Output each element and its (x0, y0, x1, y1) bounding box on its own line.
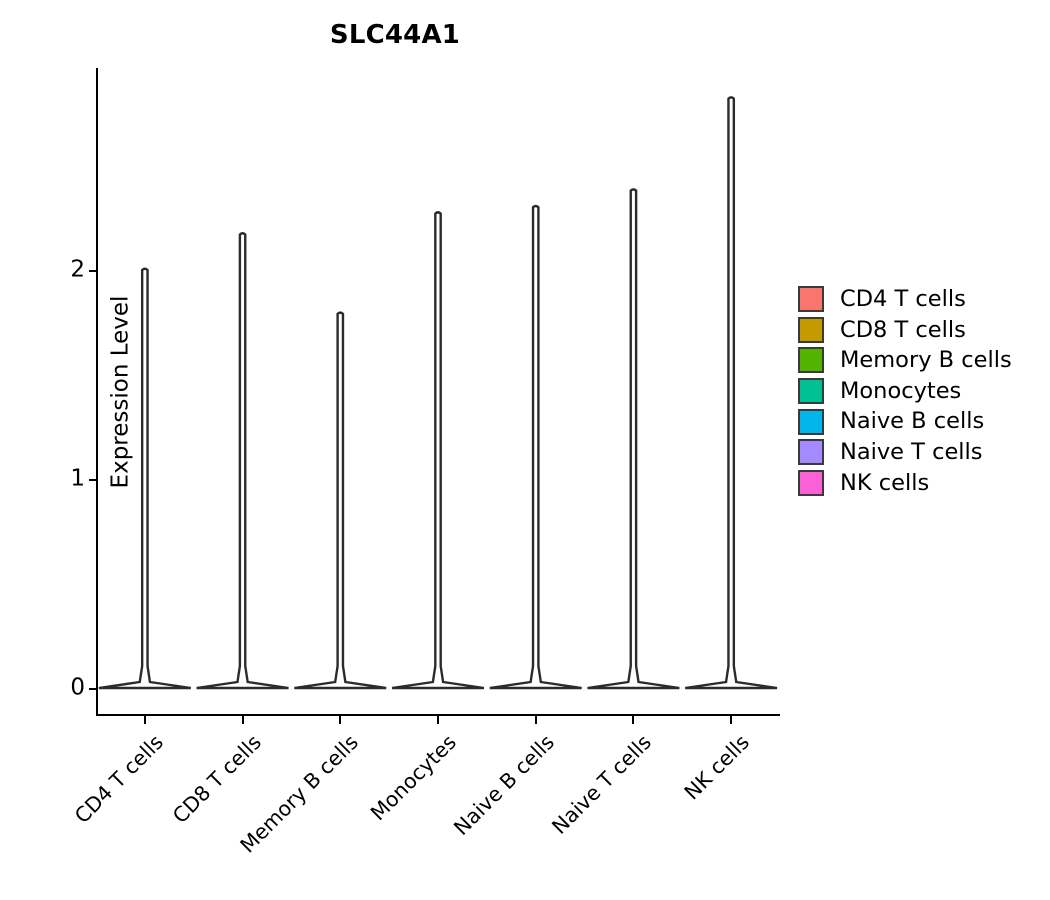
x-tick-mark (143, 716, 146, 724)
legend-label: Naive B cells (840, 408, 985, 435)
y-tick-mark (89, 688, 96, 690)
legend-swatch-icon (798, 439, 824, 466)
legend-item-monocytes[interactable]: Monocytes (798, 376, 1038, 407)
violin-cd4-t-cells (98, 267, 191, 690)
violin-naive-t-cells (587, 188, 680, 690)
violin-memory-b-cells (294, 311, 387, 690)
x-tick-mark (730, 716, 733, 724)
legend-swatch-icon (798, 286, 824, 313)
y-axis-line (96, 68, 98, 716)
violin-monocytes (391, 211, 485, 690)
legend-label: Monocytes (840, 377, 962, 404)
violin-cd8-t-cells (196, 232, 289, 690)
legend-label: NK cells (840, 469, 930, 496)
legend: CD4 T cells CD8 T cells Memory B cells Mono… (798, 284, 1038, 498)
y-tick-mark (89, 270, 96, 272)
y-tick-label: 0 (70, 674, 85, 701)
x-tick-mark (632, 716, 635, 724)
legend-swatch-icon (798, 469, 824, 496)
x-axis-line (96, 714, 780, 716)
legend-label: CD8 T cells (840, 316, 966, 343)
x-tick-label-nk-cells: NK cells (679, 730, 755, 805)
x-tick-mark (534, 716, 537, 724)
x-tick-label-naive-t-cells: Naive T cells (547, 730, 657, 839)
x-tick-label-monocytes: Monocytes (365, 730, 461, 826)
legend-swatch-icon (798, 347, 824, 374)
violin-nk-cells (685, 96, 778, 690)
x-tick-mark (339, 716, 342, 724)
legend-swatch-icon (798, 408, 824, 435)
legend-item-cd8-t-cells[interactable]: CD8 T cells (798, 315, 1038, 346)
y-tick-label: 1 (70, 465, 85, 492)
y-tick-mark (89, 479, 96, 481)
x-tick-mark (437, 716, 439, 724)
legend-item-naive-t-cells[interactable]: Naive T cells (798, 437, 1038, 468)
y-tick-label: 2 (70, 256, 85, 283)
legend-item-memory-b-cells[interactable]: Memory B cells (798, 345, 1038, 376)
legend-label: Memory B cells (840, 347, 1012, 374)
x-tick-label-naive-b-cells: Naive B cells (448, 730, 559, 840)
violin-shapes (98, 96, 778, 690)
x-tick-label-cd4-t-cells: CD4 T cells (69, 730, 168, 829)
legend-swatch-icon (798, 316, 824, 343)
legend-label: Naive T cells (840, 439, 983, 466)
violin-naive-b-cells (489, 204, 582, 690)
legend-swatch-icon (798, 378, 824, 405)
legend-item-nk-cells[interactable]: NK cells (798, 468, 1038, 499)
x-tick-label-cd8-t-cells: CD8 T cells (167, 730, 266, 829)
legend-label: CD4 T cells (840, 286, 966, 313)
legend-item-cd4-t-cells[interactable]: CD4 T cells (798, 284, 1038, 315)
x-tick-mark (241, 716, 244, 724)
legend-item-naive-b-cells[interactable]: Naive B cells (798, 406, 1038, 437)
page-title: SLC44A1 (329, 20, 461, 50)
